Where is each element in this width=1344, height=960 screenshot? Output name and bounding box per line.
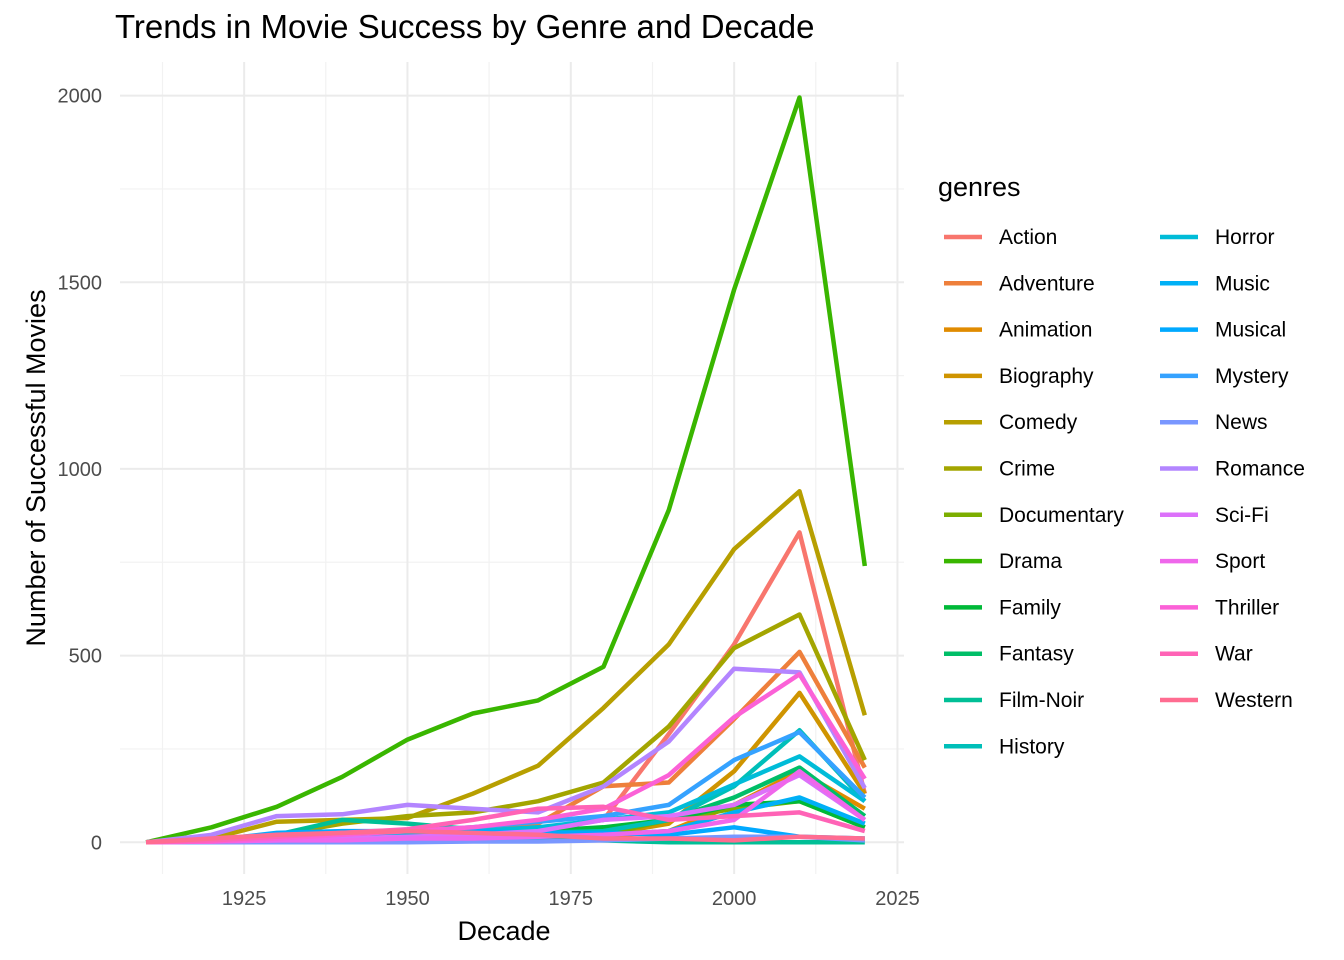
legend-label-history: History	[999, 735, 1065, 758]
legend-label-war: War	[1215, 643, 1253, 666]
legend-label-drama: Drama	[999, 550, 1062, 573]
legend-label-horror: Horror	[1215, 226, 1275, 249]
y-tick-label: 1500	[58, 272, 103, 294]
legend-label-fantasy: Fantasy	[999, 643, 1074, 666]
series-line-drama	[145, 95, 868, 845]
y-axis-title: Number of Successful Movies	[21, 289, 51, 646]
series-line-comedy	[145, 489, 867, 845]
y-tick-label: 1000	[58, 459, 103, 481]
x-axis-title: Decade	[457, 916, 550, 946]
legend: genres Action Adventure Animation Biography…	[938, 172, 1305, 758]
legend-label-sport: Sport	[1215, 550, 1265, 573]
x-tick-label: 1975	[549, 888, 594, 910]
legend-label-family: Family	[999, 596, 1061, 619]
legend-label-mystery: Mystery	[1215, 365, 1289, 388]
y-tick-label: 2000	[58, 86, 103, 108]
tick-labels: 1925 1950 1975 2000 2025 0 500 1000 1500 2000	[58, 86, 920, 910]
legend-label-film-noir: Film-Noir	[999, 689, 1084, 712]
x-tick-label: 2025	[875, 888, 920, 910]
series-line-thriller	[146, 672, 867, 845]
legend-label-comedy: Comedy	[999, 411, 1078, 434]
legend-label-western: Western	[1215, 689, 1293, 712]
legend-label-sci-fi: Sci-Fi	[1215, 504, 1269, 527]
chart-title: Trends in Movie Success by Genre and Dec…	[115, 8, 815, 45]
legend-label-animation: Animation	[999, 319, 1092, 342]
legend-label-biography: Biography	[999, 365, 1094, 388]
series-lines	[145, 95, 868, 845]
legend-label-crime: Crime	[999, 458, 1055, 481]
legend-label-musical: Musical	[1215, 319, 1286, 342]
y-tick-label: 0	[91, 832, 102, 854]
legend-label-romance: Romance	[1215, 458, 1305, 481]
legend-label-news: News	[1215, 411, 1268, 434]
x-tick-label: 2000	[712, 888, 757, 910]
grid	[120, 62, 904, 874]
legend-label-documentary: Documentary	[999, 504, 1124, 527]
x-tick-label: 1950	[385, 888, 430, 910]
legend-label-action: Action	[999, 226, 1057, 249]
legend-label-thriller: Thriller	[1215, 596, 1279, 619]
y-tick-label: 500	[69, 646, 102, 668]
legend-title: genres	[938, 172, 1021, 202]
series-line-western	[145, 828, 865, 845]
legend-label-adventure: Adventure	[999, 272, 1095, 295]
x-tick-label: 1925	[222, 888, 267, 910]
series-line-romance	[145, 666, 867, 845]
legend-label-music: Music	[1215, 272, 1270, 295]
